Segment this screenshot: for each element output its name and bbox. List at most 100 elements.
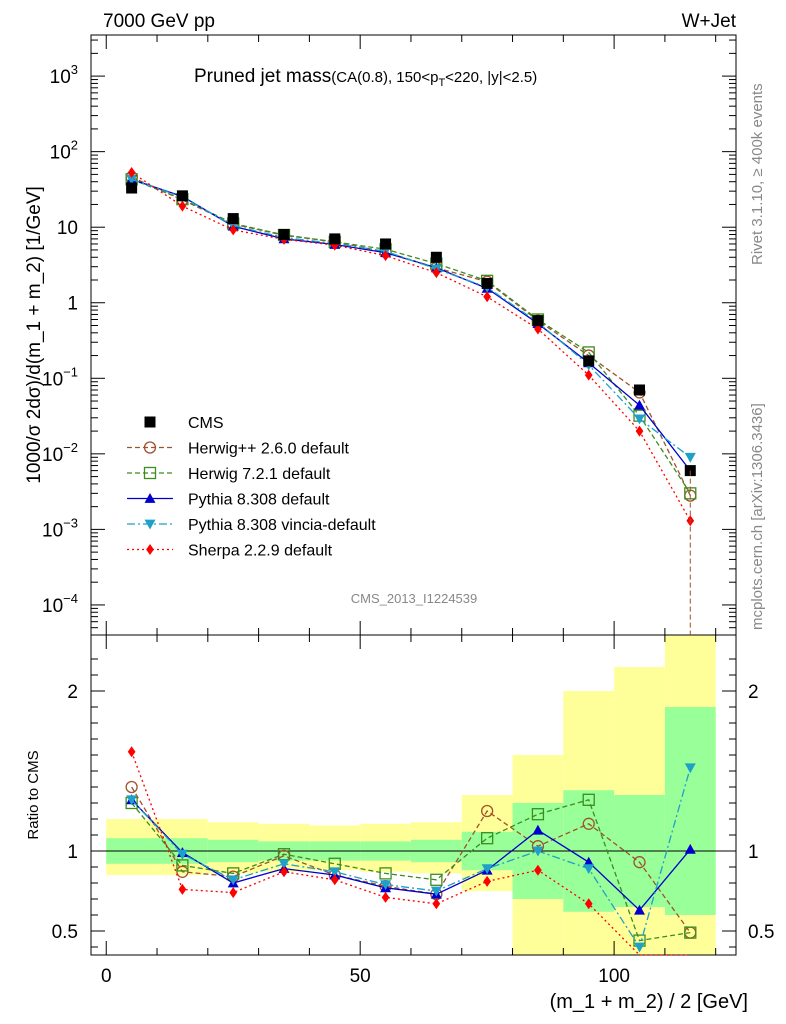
ratio-point — [634, 904, 646, 915]
series-point — [127, 166, 136, 178]
ratio-point — [481, 864, 493, 875]
ratio-tick-label: 0.5 — [748, 922, 774, 943]
ratio-point — [381, 891, 390, 903]
ratio-point — [227, 875, 239, 886]
ratio-point — [634, 942, 646, 953]
x-tick-label: 50 — [350, 966, 371, 987]
legend-marker — [144, 416, 156, 428]
data-point — [329, 233, 341, 245]
ratio-point — [582, 793, 595, 806]
ratio-line — [131, 786, 691, 933]
series-point — [432, 267, 441, 279]
ratio-y-axis-label: Ratio to CMS — [25, 750, 42, 839]
ratio-point — [278, 859, 290, 870]
data-point — [176, 190, 188, 202]
legend-label: Herwig++ 2.6.0 default — [188, 441, 350, 458]
data-point — [430, 251, 442, 263]
ratio-point — [330, 874, 339, 886]
ratio-point — [229, 887, 238, 899]
ratio-tick-label: 2 — [748, 682, 759, 703]
series-point — [126, 174, 138, 185]
data-point — [380, 238, 392, 250]
ratio-point — [430, 873, 443, 886]
ratio-point — [684, 843, 696, 854]
analysis-tag: CMS_2013_I1224539 — [351, 591, 478, 606]
series-point — [634, 399, 646, 410]
legend-label: Sherpa 2.2.9 default — [188, 543, 333, 560]
data-point — [532, 315, 544, 327]
legend-label: CMS — [188, 415, 224, 432]
ratio-point — [126, 795, 138, 806]
ratio-point — [430, 886, 442, 897]
ratio-line — [131, 799, 691, 942]
ratio-point — [582, 817, 595, 830]
y-axis-label: 1000/σ 2dσ)/d(m_1 + m_2) [1/GeV] — [24, 186, 45, 484]
ratio-point — [176, 849, 188, 860]
ratio-point — [379, 867, 392, 880]
ratio-point — [583, 864, 595, 875]
data-point — [481, 277, 493, 289]
header-left-label: 7000 GeV pp — [103, 11, 215, 32]
ratio-point — [125, 780, 138, 794]
ratio-point — [178, 883, 187, 895]
series-line — [131, 176, 691, 496]
series-point — [534, 323, 542, 335]
plot-title: Pruned jet mass(CA(0.8), 150<pT<220, |y|… — [194, 66, 537, 89]
ratio-plot-frame — [90, 634, 737, 956]
data-point — [126, 182, 138, 194]
ratio-point — [534, 864, 542, 876]
series-point — [483, 291, 491, 303]
ratio-line — [131, 767, 691, 949]
series-line — [131, 178, 691, 494]
ratio-point — [584, 898, 593, 910]
y-tick-label: 102 — [50, 138, 78, 164]
legend-marker — [143, 441, 157, 454]
ratio-point — [532, 824, 544, 835]
series-point — [178, 200, 187, 212]
ratio-tick-label: 1 — [748, 842, 759, 863]
legend-marker — [144, 493, 156, 503]
data-point — [278, 229, 290, 241]
y-tick-label: 10−2 — [42, 440, 78, 466]
ratio-point — [176, 865, 189, 878]
side-label-mcplots: mcplots.cern.ch [arXiv:1306.3436] — [749, 403, 766, 630]
ratio-point — [684, 926, 697, 939]
series-point — [635, 425, 644, 437]
y-tick-label: 10 — [57, 218, 78, 239]
ratio-point — [480, 804, 494, 818]
ratio-point — [127, 746, 136, 758]
ratio-point — [380, 880, 392, 891]
series-point — [684, 452, 696, 463]
series-point — [634, 414, 646, 425]
ratio-point — [532, 846, 544, 857]
ratio-point — [176, 859, 189, 872]
ratio-tick-label: 1 — [67, 842, 78, 863]
ratio-line — [131, 799, 691, 912]
ratio-point — [432, 898, 441, 910]
data-point — [583, 355, 595, 367]
series-point — [229, 224, 238, 236]
x-axis-label: (m_1 + m_2) / 2 [GeV] — [550, 991, 748, 1013]
ratio-tick-label: 2 — [67, 682, 78, 703]
legend-marker — [143, 466, 157, 480]
x-tick-label: 0 — [101, 966, 112, 987]
ratio-point — [480, 832, 494, 845]
data-point — [634, 384, 646, 396]
ratio-point — [483, 875, 491, 887]
x-tick-label: 100 — [598, 966, 630, 987]
legend-label: Pythia 8.308 default — [188, 492, 330, 509]
series-line — [131, 178, 691, 458]
series-point — [381, 250, 390, 262]
y-tick-label: 10−3 — [42, 515, 78, 541]
ratio-tick-label: 0.5 — [52, 922, 78, 943]
y-tick-label: 1 — [67, 294, 78, 315]
side-label-rivet: Rivet 3.1.10, ≥ 400k events — [749, 83, 766, 265]
series-point — [584, 369, 593, 381]
legend-marker — [144, 519, 156, 530]
ratio-point — [280, 866, 288, 878]
y-tick-label: 10−4 — [42, 591, 78, 617]
legend-marker — [146, 544, 154, 555]
ratio-point — [633, 856, 646, 869]
header-right-label: W+Jet — [682, 11, 737, 32]
legend-label: Pythia 8.308 vincia-default — [188, 517, 376, 534]
